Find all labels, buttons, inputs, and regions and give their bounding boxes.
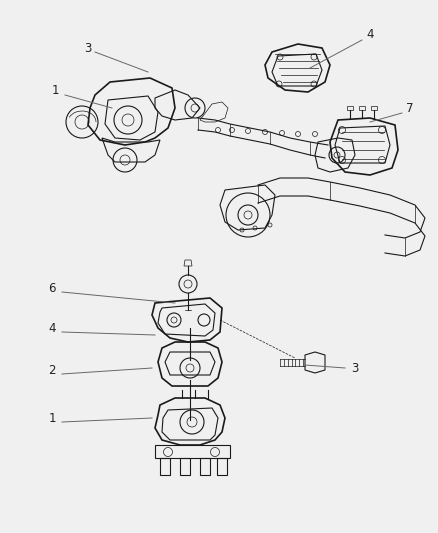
Text: 2: 2: [48, 364, 56, 376]
Text: 4: 4: [48, 321, 56, 335]
Text: 4: 4: [366, 28, 374, 42]
Text: 6: 6: [48, 281, 56, 295]
Text: 1: 1: [51, 84, 59, 96]
Text: 1: 1: [48, 411, 56, 424]
Text: 3: 3: [84, 42, 92, 54]
Text: 7: 7: [406, 101, 414, 115]
Text: 3: 3: [351, 361, 359, 375]
